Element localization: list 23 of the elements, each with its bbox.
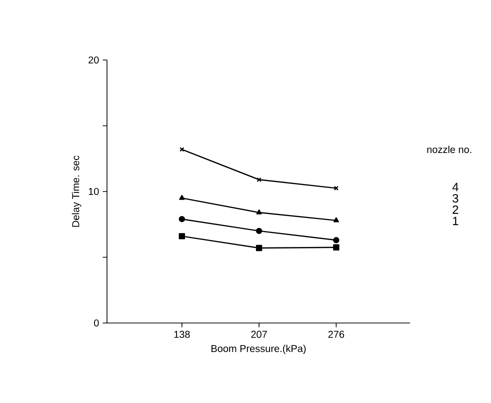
y-tick-label: 20 [88,56,99,64]
x-tick-label: 276 [328,330,344,338]
point [333,244,340,250]
y-tick-label: 0 [94,319,99,327]
text: 2 [452,205,458,214]
x-axis-title: Boom Pressure.(kPa) [212,344,306,354]
point [256,209,262,214]
text: 4 [452,182,458,192]
y-tick-label: 10 [88,188,99,196]
point [178,233,186,240]
point [256,177,262,182]
legend-title: nozzle no. [427,146,472,154]
point [179,194,185,200]
text: 3 [452,194,458,203]
point [256,228,262,234]
y-axis-title: Delay Time. sec [72,156,82,227]
point [333,237,340,244]
point [178,216,186,222]
text: 1 [453,216,458,226]
x-tick-label: 207 [251,330,267,338]
point [333,217,339,222]
point [256,244,262,252]
x-tick-label: 138 [174,330,190,338]
